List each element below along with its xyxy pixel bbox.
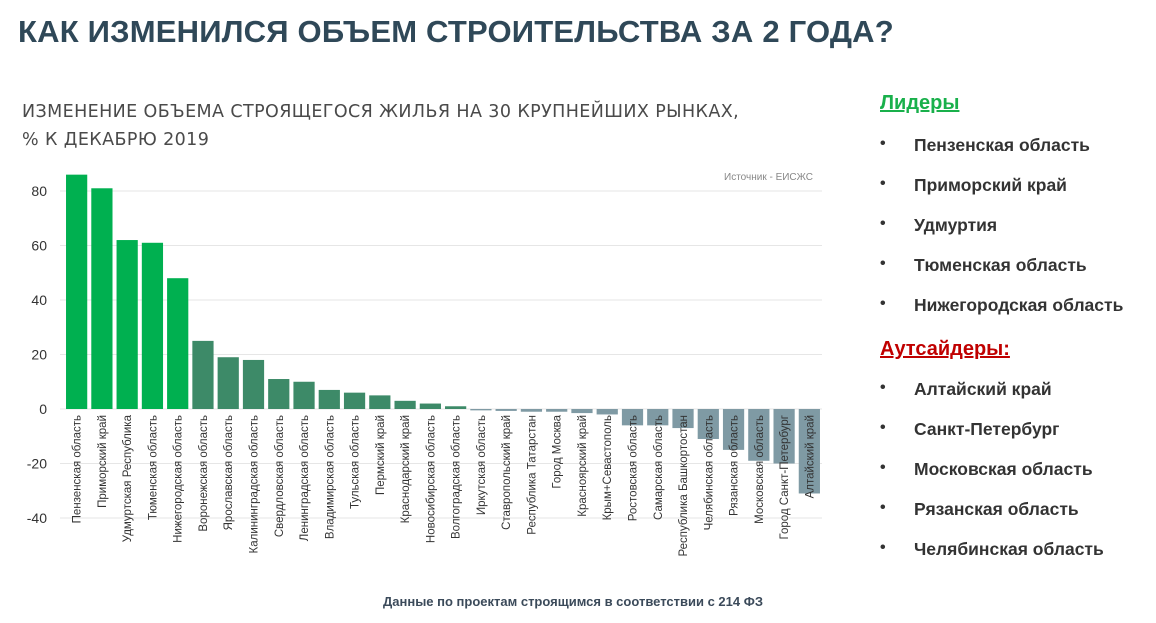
bullet-icon: •	[880, 175, 886, 192]
bar	[242, 359, 265, 409]
bar	[217, 357, 239, 409]
x-tick-label: Воронежская область	[198, 415, 210, 532]
leaders-heading: Лидеры	[880, 92, 960, 114]
bullet-icon: •	[880, 459, 886, 476]
bar	[167, 278, 189, 409]
bar	[445, 406, 467, 409]
footnote: Данные по проектам строящимся в соответс…	[383, 594, 763, 609]
list-item-label: Тюменская область	[914, 255, 1087, 275]
x-tick-label: Краснодарский край	[400, 415, 412, 523]
x-tick-label: Ставропольский край	[501, 415, 513, 530]
y-tick-label: 20	[31, 347, 47, 363]
x-tick-label: Тюменская область	[147, 415, 159, 520]
x-tick-label: Иркутская область	[476, 415, 488, 515]
bullet-icon: •	[880, 215, 886, 232]
x-tick-label: Московская область	[754, 415, 766, 524]
x-tick-label: Челябинская область	[703, 415, 715, 530]
list-item-label: Московская область	[914, 459, 1093, 479]
bullet-icon: •	[880, 539, 886, 556]
list-item-label: Нижегородская область	[914, 295, 1124, 315]
bar	[141, 242, 164, 409]
bar	[672, 409, 694, 429]
bars	[66, 174, 820, 494]
y-tick-label: -20	[27, 456, 47, 472]
y-tick-label: 80	[31, 183, 47, 199]
x-tick-label: Республика Татарстан	[526, 415, 538, 535]
y-tick-label: 0	[39, 401, 47, 417]
x-tick-label: Пензенская область	[72, 415, 84, 523]
x-tick-label: Ростовская область	[628, 415, 640, 521]
chart-title-line-1: ИЗМЕНЕНИЕ ОБЪЕМА СТРОЯЩЕГОСЯ ЖИЛЬЯ НА 30…	[22, 102, 740, 122]
bar	[369, 395, 391, 410]
bar	[748, 409, 770, 461]
y-tick-label: -40	[27, 510, 47, 526]
bar	[419, 403, 441, 409]
bullet-icon: •	[880, 499, 886, 516]
list-item-label: Алтайский край	[914, 379, 1052, 399]
list-item-label: Челябинская область	[914, 539, 1104, 559]
x-tick-label: Тульская область	[350, 415, 362, 509]
bar	[520, 409, 543, 412]
bar	[571, 409, 593, 414]
list-item-label: Санкт-Петербург	[914, 419, 1060, 439]
bar	[722, 409, 745, 450]
chart-title: ИЗМЕНЕНИЕ ОБЪЕМА СТРОЯЩЕГОСЯ ЖИЛЬЯ НА 30…	[22, 98, 739, 154]
bar	[293, 381, 315, 409]
x-tick-label: Алтайский край	[804, 415, 816, 498]
x-tick-label: Пермский край	[375, 415, 387, 495]
bar	[318, 389, 340, 409]
bullet-icon: •	[880, 255, 886, 272]
x-tick-label: Приморский край	[97, 415, 109, 508]
x-tick-label: Красноярский край	[577, 415, 589, 517]
x-tick-label: Ленинградская область	[299, 415, 311, 541]
bullet-icon: •	[880, 295, 886, 312]
list-item-label: Пензенская область	[914, 135, 1090, 155]
x-tick-label: Город Санкт-Петербург	[779, 415, 791, 540]
outsiders-heading: Аутсайдеры:	[880, 338, 1010, 360]
bar	[621, 409, 644, 426]
x-tick-label: Волгоградская область	[451, 415, 463, 539]
x-tick-label: Республика Башкортостан	[678, 415, 690, 557]
x-tick-label: Калининградская область	[249, 415, 261, 553]
x-tick-label: Свердловская область	[274, 415, 286, 537]
chart-source: Источник - ЕИСЖС	[724, 172, 813, 183]
y-tick-label: 40	[31, 292, 47, 308]
list-item-label: Приморский край	[914, 175, 1067, 195]
x-tick-label: Город Москва	[552, 414, 564, 488]
bullet-icon: •	[880, 379, 886, 396]
bar	[91, 188, 113, 409]
x-tick-label: Крым+Севастополь	[602, 415, 614, 520]
bar	[697, 409, 719, 439]
bar	[394, 400, 416, 409]
bullet-icon: •	[880, 135, 886, 152]
bullet-icon: •	[880, 419, 886, 436]
chart-title-line-2: % К ДЕКАБРЮ 2019	[22, 130, 210, 150]
bar	[495, 409, 517, 411]
bar	[116, 240, 138, 409]
x-tick-label: Самарская область	[653, 415, 665, 520]
y-axis-ticks: 80 60 40 20 0 -20 -40	[27, 183, 47, 526]
bar	[546, 409, 568, 412]
bar	[66, 174, 88, 409]
bar	[192, 340, 214, 410]
list-item-label: Удмуртия	[914, 215, 998, 235]
list-item-label: Рязанская область	[914, 499, 1079, 519]
x-tick-label: Ярославская область	[223, 415, 235, 530]
bar	[647, 409, 669, 426]
x-tick-label: Удмуртская Республика	[122, 414, 134, 542]
x-tick-label: Рязанская область	[729, 415, 741, 516]
bar	[773, 409, 795, 464]
bar	[596, 409, 618, 415]
bar-chart: 80 60 40 20 0 -20 -40 Пензенская область Примор…	[27, 172, 822, 557]
page-title: КАК ИЗМЕНИЛСЯ ОБЪЕМ СТРОИТЕЛЬСТВА ЗА 2 Г…	[18, 14, 894, 49]
bar	[470, 409, 492, 411]
x-tick-label: Нижегородская область	[173, 415, 185, 543]
y-tick-label: 60	[31, 238, 47, 254]
x-tick-label: Владимирская область	[324, 415, 336, 539]
bar	[268, 379, 290, 409]
bar	[798, 409, 820, 494]
bar	[343, 392, 366, 409]
x-axis-labels: Пензенская область Приморский край Удмуртс…	[72, 414, 817, 556]
x-tick-label: Новосибирская область	[425, 415, 437, 543]
